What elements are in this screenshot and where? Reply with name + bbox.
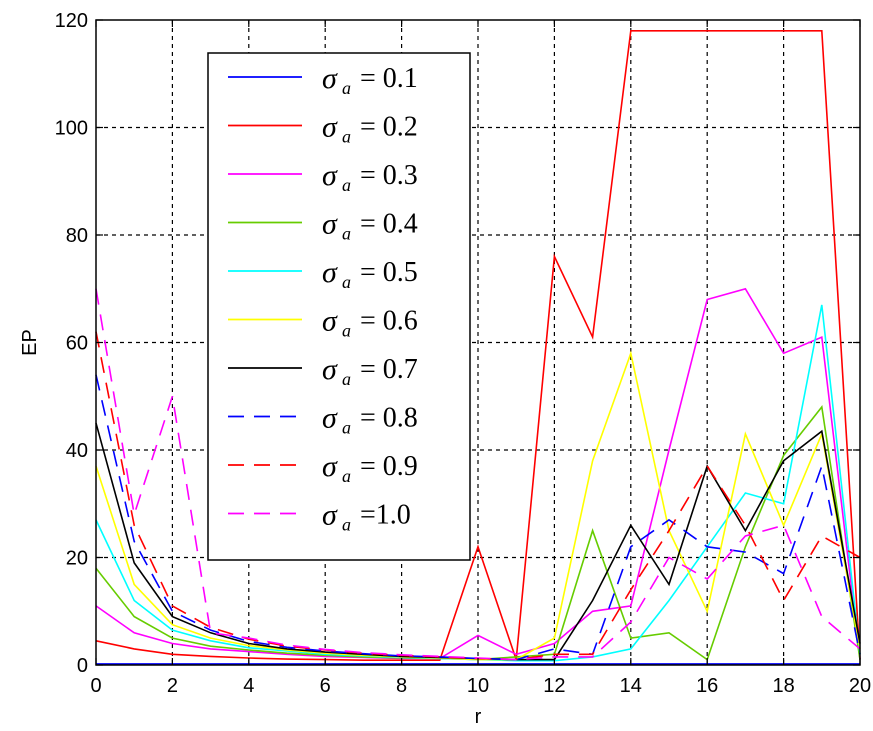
series-line-2 bbox=[95, 29, 861, 662]
legend-box bbox=[207, 52, 471, 561]
x-tick-label: 6 bbox=[320, 675, 331, 697]
legend-symbol-7: σ bbox=[322, 353, 338, 386]
y-tick-label: 40 bbox=[66, 440, 88, 462]
legend-symbol-5: σ bbox=[322, 256, 338, 289]
legend-subscript-1: a bbox=[342, 78, 351, 98]
legend-symbol-6: σ bbox=[322, 305, 338, 338]
legend-subscript-8: a bbox=[342, 418, 351, 438]
legend-subscript-10: a bbox=[342, 515, 351, 535]
legend: σ a = 0.1σ a = 0.2σ a = 0.3σ a = 0.4σ a = 0.5σ a = 0… bbox=[207, 52, 471, 561]
x-tick-label: 8 bbox=[396, 675, 407, 697]
y-tick-label: 80 bbox=[66, 225, 88, 247]
legend-symbol-2: σ bbox=[322, 111, 338, 144]
x-tick-label: 0 bbox=[90, 675, 101, 697]
x-tick-label: 2 bbox=[167, 675, 178, 697]
x-tick-label: 4 bbox=[243, 675, 254, 697]
series-line-3 bbox=[95, 287, 861, 660]
legend-label-8: = 0.8 bbox=[360, 403, 418, 434]
legend-label-2: = 0.2 bbox=[360, 112, 418, 143]
legend-symbol-10: σ bbox=[322, 499, 338, 532]
y-tick-label: 60 bbox=[66, 333, 88, 355]
x-tick-label: 16 bbox=[696, 675, 718, 697]
legend-subscript-7: a bbox=[342, 369, 351, 389]
y-tick-label: 20 bbox=[66, 548, 88, 570]
legend-symbol-9: σ bbox=[322, 450, 338, 483]
x-axis-label: r bbox=[475, 706, 482, 728]
legend-symbol-1: σ bbox=[322, 62, 338, 95]
legend-symbol-3: σ bbox=[322, 159, 338, 192]
legend-label-4: = 0.4 bbox=[360, 209, 418, 240]
legend-label-5: = 0.5 bbox=[360, 257, 418, 288]
legend-subscript-2: a bbox=[342, 127, 351, 147]
legend-label-7: = 0.7 bbox=[360, 354, 418, 385]
legend-subscript-5: a bbox=[342, 272, 351, 292]
legend-label-10: =1.0 bbox=[360, 500, 411, 531]
x-tick-label: 12 bbox=[543, 675, 565, 697]
legend-symbol-4: σ bbox=[322, 208, 338, 241]
legend-label-6: = 0.6 bbox=[360, 306, 418, 337]
legend-label-3: = 0.3 bbox=[360, 160, 418, 191]
x-tick-label: 20 bbox=[849, 675, 871, 697]
x-tick-label: 10 bbox=[467, 675, 489, 697]
y-tick-label: 100 bbox=[55, 118, 88, 140]
legend-subscript-9: a bbox=[342, 466, 351, 486]
y-tick-label: 120 bbox=[55, 10, 88, 32]
legend-label-1: = 0.1 bbox=[360, 63, 418, 94]
x-tick-label: 18 bbox=[772, 675, 794, 697]
x-tick-label: 14 bbox=[620, 675, 642, 697]
axis-ticks: 0 2 4 6 8 10 12 14 16 18 20 0 20 40 60 80 100 120 bbox=[55, 10, 872, 697]
legend-subscript-3: a bbox=[342, 175, 351, 195]
legend-subscript-6: a bbox=[342, 321, 351, 341]
legend-symbol-8: σ bbox=[322, 402, 338, 435]
legend-subscript-4: a bbox=[342, 224, 351, 244]
y-tick-label: 0 bbox=[77, 655, 88, 677]
legend-label-9: = 0.9 bbox=[360, 451, 418, 482]
y-axis-label: EP bbox=[19, 329, 41, 356]
